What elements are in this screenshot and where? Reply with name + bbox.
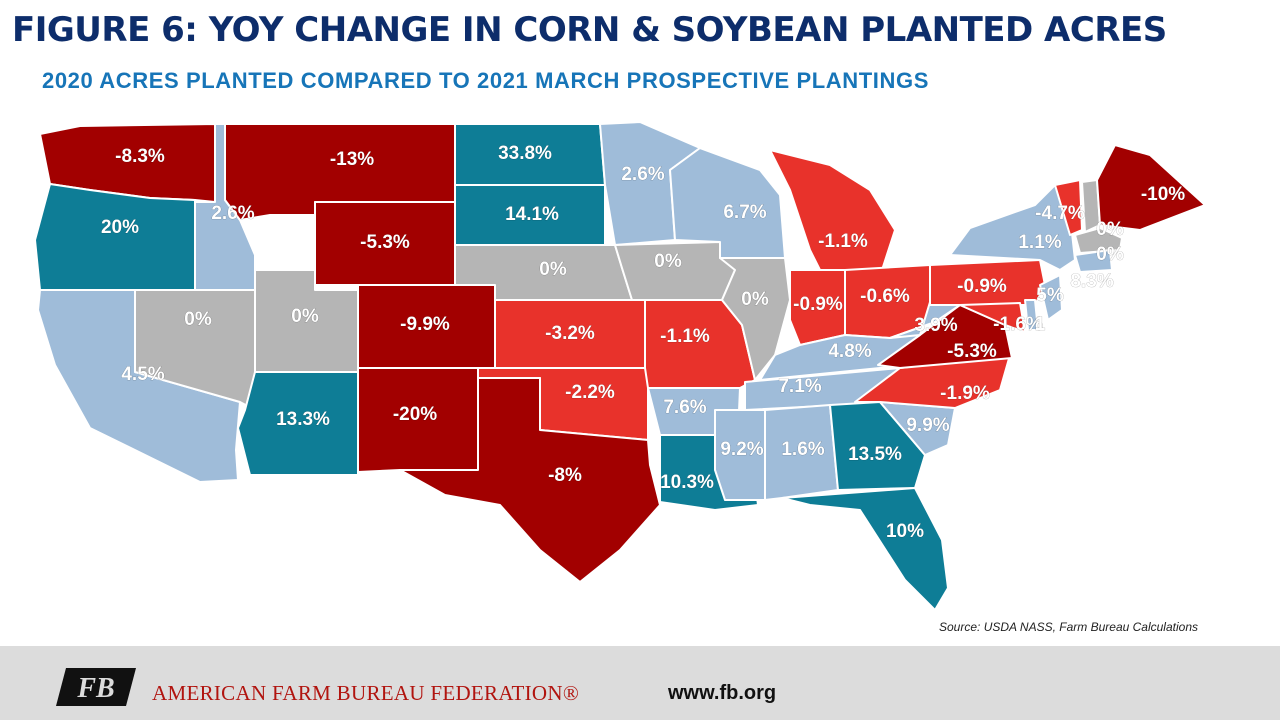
state-al bbox=[764, 404, 839, 501]
state-label-nm: -20% bbox=[393, 404, 437, 425]
state-label-va: -5.3% bbox=[947, 341, 997, 362]
state-me bbox=[1096, 144, 1206, 231]
state-label-fl: 10% bbox=[886, 521, 924, 542]
state-label-or: 20% bbox=[101, 217, 139, 238]
state-tx bbox=[399, 377, 661, 583]
state-fl bbox=[781, 487, 949, 611]
state-label-az: 13.3% bbox=[276, 409, 330, 430]
state-ct bbox=[1074, 249, 1113, 273]
state-label-mi: -1.1% bbox=[818, 231, 868, 252]
state-label-vt: -4.7% bbox=[1035, 203, 1085, 224]
state-label-wi: 6.7% bbox=[723, 202, 766, 223]
state-label-ia: 0% bbox=[654, 251, 682, 272]
state-pa bbox=[929, 259, 1046, 306]
state-il bbox=[719, 257, 791, 381]
state-vt bbox=[1054, 179, 1083, 236]
fb-logo-text: FB bbox=[76, 673, 114, 704]
state-label-ky: 4.8% bbox=[828, 341, 871, 362]
state-label-ct: 8.3% bbox=[1070, 271, 1113, 292]
state-label-tn: 7.1% bbox=[778, 376, 821, 397]
state-label-ny: 1.1% bbox=[1018, 232, 1061, 253]
state-label-ga: 13.5% bbox=[848, 444, 902, 465]
state-label-mo: -1.1% bbox=[660, 326, 710, 347]
state-label-ms: 9.2% bbox=[720, 439, 763, 460]
us-choropleth-map: -8.3% 20% 4.5% 2.6% 0% 0% 13.3% -13% -5.3% -9.9% -… bbox=[34, 121, 1206, 611]
website-link[interactable]: www.fb.org bbox=[668, 682, 777, 704]
state-label-oh: -0.6% bbox=[860, 286, 910, 307]
state-label-la: 10.3% bbox=[660, 472, 714, 493]
state-label-mt: -13% bbox=[330, 149, 374, 170]
organization-name: AMERICAN FARM BUREAU FEDERATION® bbox=[152, 681, 580, 705]
state-label-id: 2.6% bbox=[211, 203, 254, 224]
state-nj bbox=[1039, 274, 1063, 321]
page-subtitle: 2020 ACRES PLANTED COMPARED TO 2021 MARC… bbox=[42, 68, 929, 93]
fb-logo: FB bbox=[56, 668, 136, 706]
state-label-sd: 14.1% bbox=[505, 204, 559, 225]
source-note: Source: USDA NASS, Farm Bureau Calculati… bbox=[939, 620, 1198, 634]
state-label-nj: 5% bbox=[1036, 285, 1064, 306]
state-label-pa: -0.9% bbox=[957, 276, 1007, 297]
state-label-sc: 9.9% bbox=[906, 415, 949, 436]
state-label-tx: -8% bbox=[548, 465, 582, 486]
state-label-al: 1.6% bbox=[781, 439, 824, 460]
state-label-mn: 2.6% bbox=[621, 164, 664, 185]
state-label-wy: -5.3% bbox=[360, 232, 410, 253]
state-label-ar: 7.6% bbox=[663, 397, 706, 418]
state-label-ca: 4.5% bbox=[121, 364, 164, 385]
state-label-md: -1.6% bbox=[993, 314, 1043, 335]
state-label-ok: -2.2% bbox=[565, 382, 615, 403]
state-label-in: -0.9% bbox=[793, 294, 843, 315]
state-label-il: 0% bbox=[741, 289, 769, 310]
footer-bar: FB AMERICAN FARM BUREAU FEDERATION® www.… bbox=[0, 646, 1280, 720]
state-label-co: -9.9% bbox=[400, 314, 450, 335]
state-de bbox=[1024, 299, 1039, 331]
state-label-ut: 0% bbox=[291, 306, 319, 327]
state-ma bbox=[1074, 227, 1123, 254]
state-label-ma: 0% bbox=[1096, 244, 1124, 265]
state-ny bbox=[949, 184, 1076, 271]
state-label-de: 1 bbox=[1035, 314, 1046, 335]
state-label-nd: 33.8% bbox=[498, 143, 552, 164]
state-label-ne: 0% bbox=[539, 259, 567, 280]
state-ms bbox=[714, 409, 766, 501]
state-label-ks: -3.2% bbox=[545, 323, 595, 344]
state-md bbox=[959, 302, 1026, 333]
state-label-nh: 0% bbox=[1096, 219, 1124, 240]
state-label-wv: 3.9% bbox=[914, 315, 957, 336]
state-label-wa: -8.3% bbox=[115, 146, 165, 167]
state-label-me: -10% bbox=[1141, 184, 1185, 205]
page-title: FIGURE 6: YOY CHANGE IN CORN & SOYBEAN P… bbox=[12, 10, 1167, 50]
state-label-nc: -1.9% bbox=[940, 383, 990, 404]
state-label-nv: 0% bbox=[184, 309, 212, 330]
